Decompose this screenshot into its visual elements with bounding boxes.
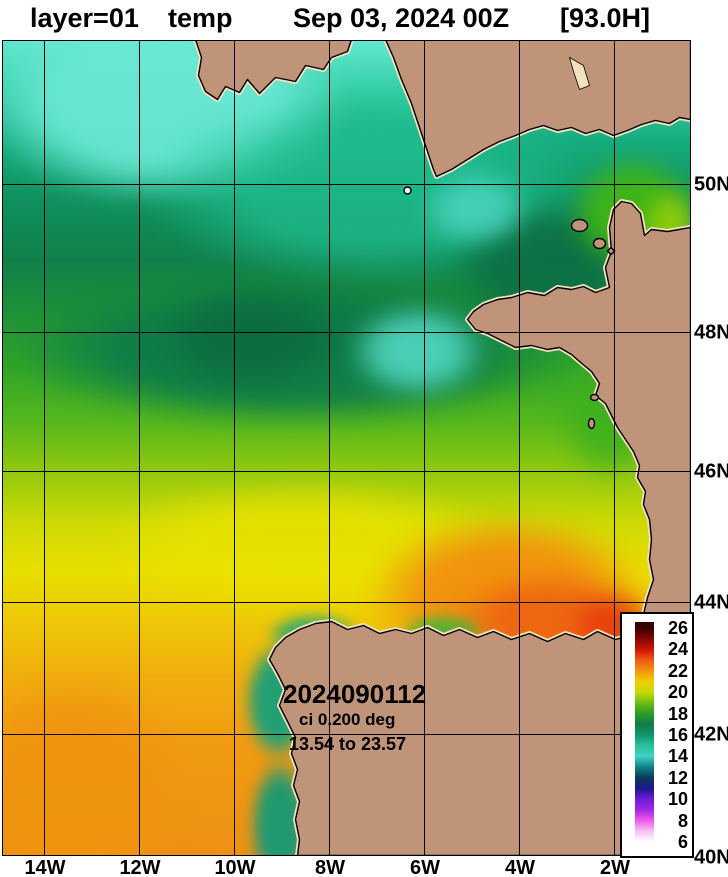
island-jersey — [592, 237, 607, 250]
lon-tick-label: 12W — [119, 857, 161, 877]
annotation-value-range: 13.54 to 23.57 — [289, 734, 407, 754]
annotation-run-id: 2024090112 — [283, 679, 427, 709]
lat-tick-label: 44N — [694, 591, 728, 614]
annotation-contour-interval: ci 0.200 deg — [299, 710, 396, 729]
annotation-block: 2024090112 ci 0.200 deg 13.54 to 23.57 — [283, 681, 426, 753]
estuary-inlet — [568, 56, 590, 91]
lon-tick-label: 2W — [600, 857, 630, 877]
colorbar-tick-label: 6 — [677, 832, 688, 852]
lon-tick-label: 8W — [315, 857, 345, 877]
island-fr-coast — [589, 393, 600, 402]
forecast-hour-label: [93.0H] — [560, 3, 651, 33]
colorbar-tick-label: 22 — [667, 660, 688, 681]
colorbar-tick-label: 26 — [667, 618, 688, 638]
colorbar-tick-label: 20 — [667, 682, 688, 703]
colorbar-tick-label: 24 — [667, 639, 688, 660]
lon-tick-label: 10W — [214, 857, 256, 877]
sst-blob — [401, 156, 551, 261]
islet-scilly — [403, 186, 412, 195]
colorbar-legend: 26 24 22 20 18 16 14 12 10 8 6 — [620, 612, 694, 858]
sst-map: 2024090112 ci 0.200 deg 13.54 to 23.57 — [2, 40, 691, 856]
coastline-overlay — [3, 41, 690, 855]
lon-tick-label: 6W — [410, 857, 440, 877]
lon-tick-label: 4W — [505, 857, 535, 877]
islet — [606, 246, 616, 256]
colorbar-tick-label: 14 — [667, 746, 688, 767]
grid-lines — [3, 41, 690, 855]
lat-tick-label: 46N — [694, 460, 728, 483]
island-fr-coast — [587, 417, 596, 430]
lon-tick-label: 14W — [24, 857, 66, 877]
valid-time-label: Sep 03, 2024 00Z — [293, 3, 510, 33]
island-guernsey — [570, 218, 589, 233]
colorbar-tick-label: 8 — [677, 810, 688, 831]
variable-label: temp — [168, 3, 233, 33]
layer-label: layer=01 — [30, 3, 139, 33]
land-ireland — [195, 41, 352, 101]
colorbar-tick-label: 16 — [667, 725, 688, 745]
lat-tick-label: 50N — [694, 173, 728, 196]
colorbar-tick-label: 12 — [667, 767, 688, 788]
land-england-cornwall — [385, 41, 690, 178]
colorbar-tick-label: 18 — [667, 703, 688, 724]
lat-tick-label: 48N — [694, 321, 728, 344]
colorbar-gradient — [635, 622, 654, 850]
colorbar-tick-label: 10 — [667, 789, 688, 810]
land-france-iberia — [268, 200, 690, 855]
lat-tick-label: 40N — [694, 846, 728, 869]
lat-tick-label: 42N — [694, 723, 728, 746]
